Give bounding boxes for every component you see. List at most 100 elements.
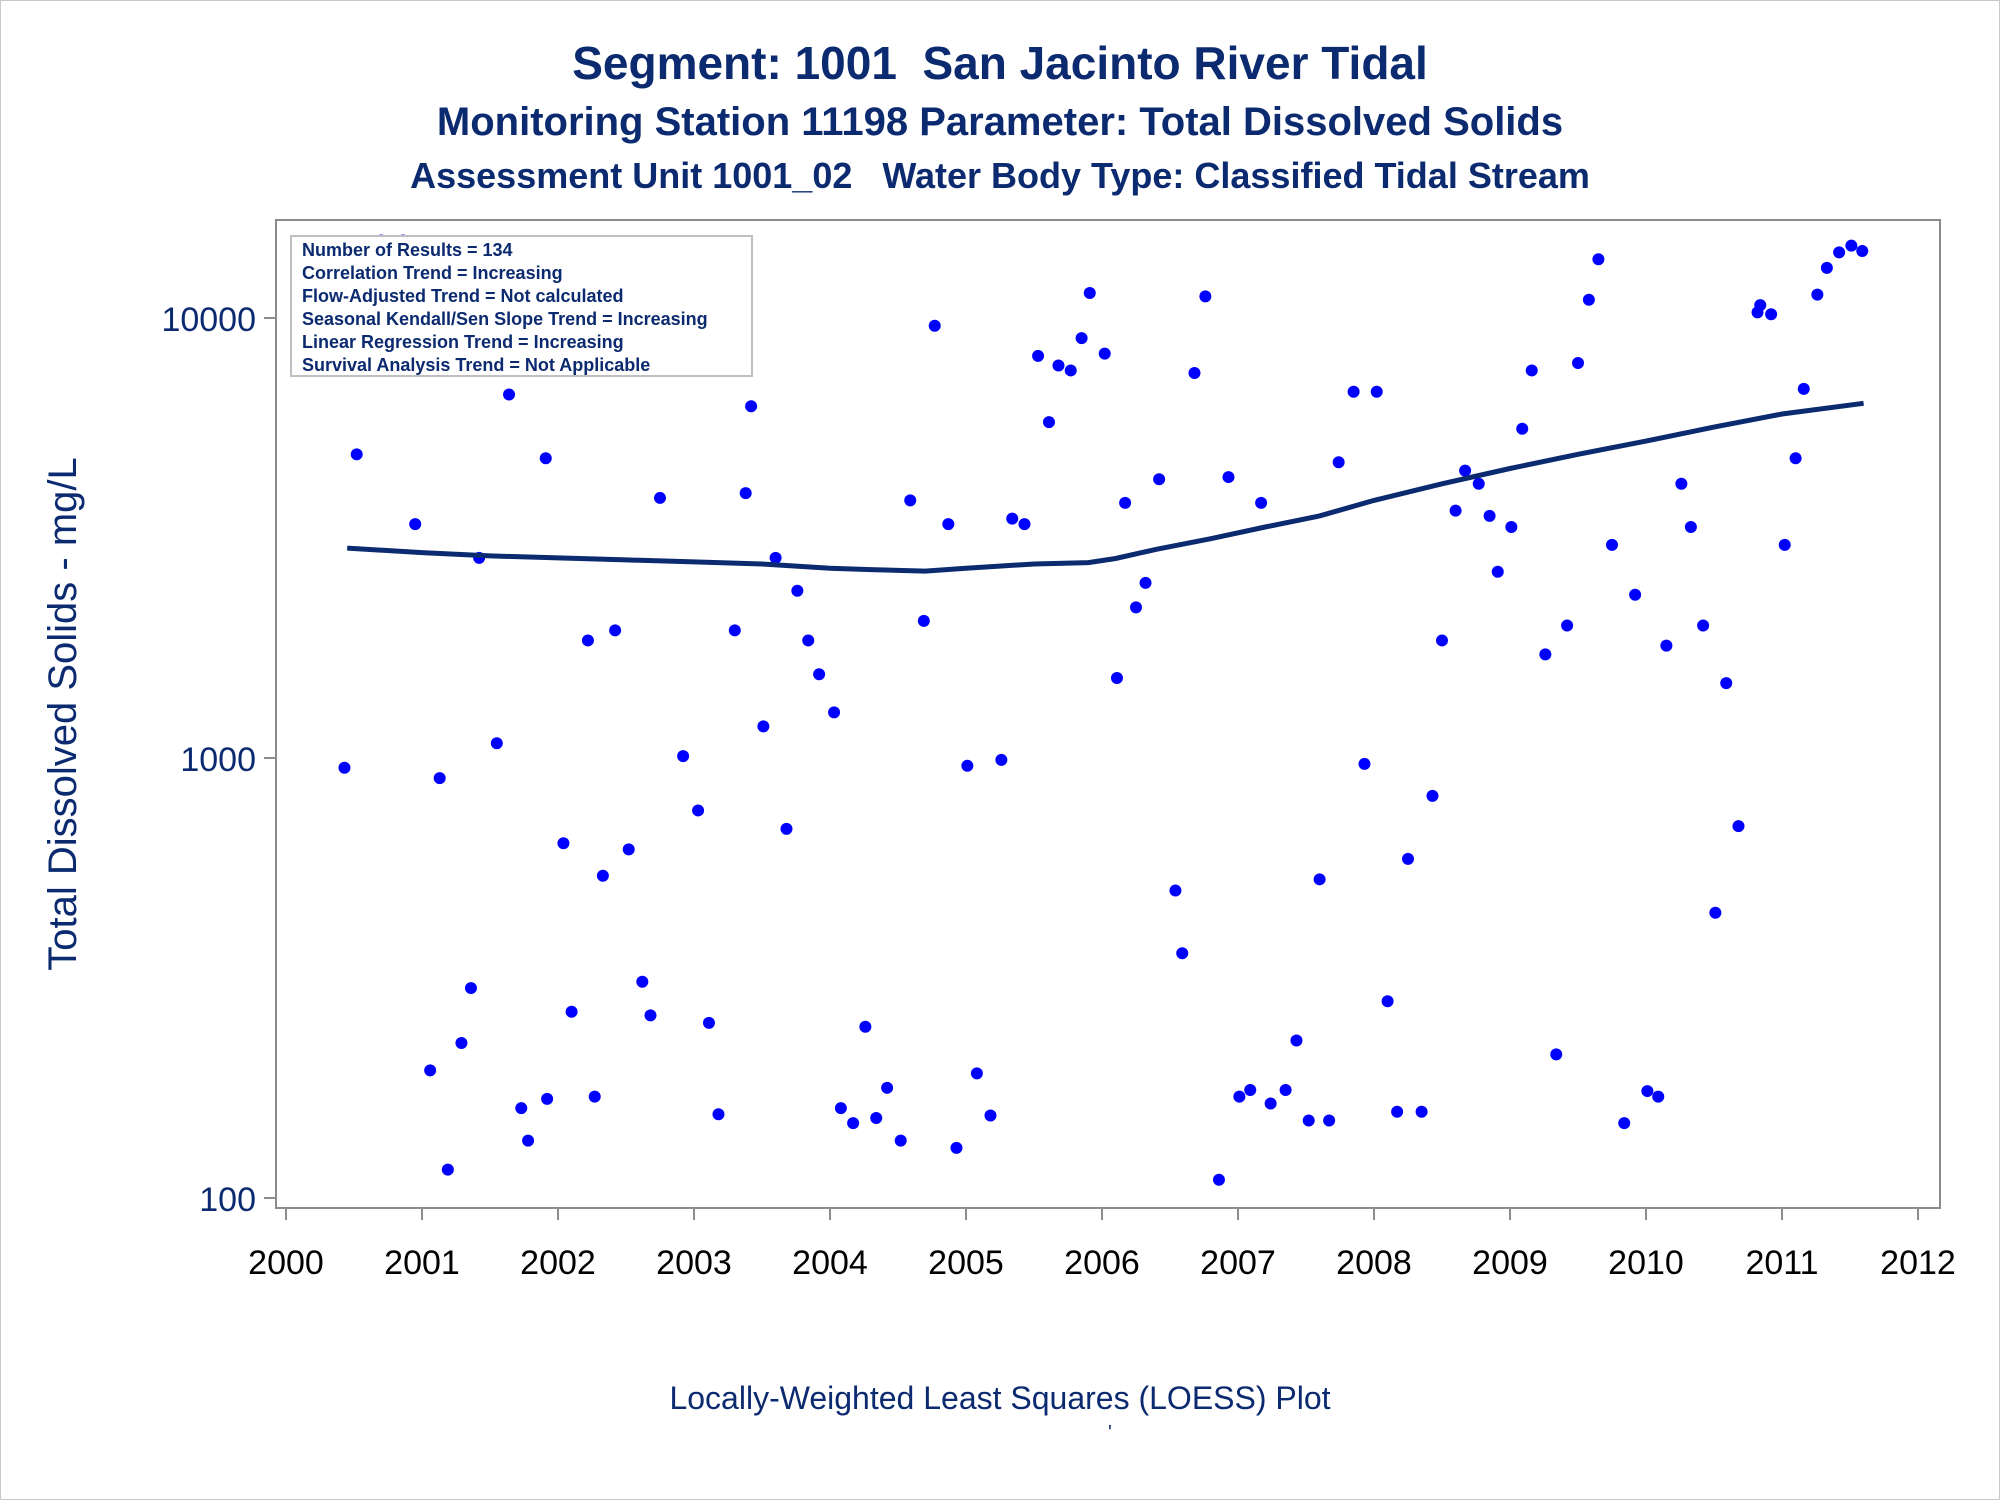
data-point <box>961 759 974 772</box>
data-point <box>745 400 758 413</box>
data-point <box>1402 852 1414 865</box>
data-point <box>904 494 917 507</box>
data-point <box>490 737 503 750</box>
data-point <box>1188 366 1201 379</box>
y-tick-label: 1000 <box>180 741 256 779</box>
data-point <box>1381 995 1394 1008</box>
data-point <box>1064 364 1077 377</box>
data-point <box>1347 385 1360 398</box>
data-point <box>769 551 782 564</box>
data-point <box>1415 1105 1428 1118</box>
data-point <box>1684 520 1697 533</box>
data-point <box>1426 789 1439 802</box>
loess-trend-line <box>347 400 1864 574</box>
data-point <box>503 388 516 401</box>
data-point <box>1153 473 1166 486</box>
data-point <box>1083 286 1096 299</box>
data-point <box>609 624 622 637</box>
x-tick-label: 2001 <box>384 1244 460 1282</box>
chart-subtitle-assessment: Assessment Unit 1001_02 Water Body Type:… <box>410 155 1590 196</box>
x-tick-label: 2003 <box>656 1244 732 1282</box>
data-point <box>1233 1090 1246 1103</box>
data-point <box>1290 1034 1303 1047</box>
data-point <box>1032 349 1045 362</box>
data-point <box>588 1090 601 1103</box>
data-point <box>1811 288 1824 301</box>
data-point <box>557 837 570 850</box>
data-point <box>928 319 941 332</box>
data-point <box>455 1037 468 1050</box>
data-point <box>984 1109 997 1122</box>
data-point <box>350 448 363 461</box>
data-point <box>1797 382 1810 395</box>
chart-title: Segment: 1001 San Jacinto River Tidal <box>572 37 1428 89</box>
data-point <box>654 491 666 504</box>
data-point <box>692 804 705 817</box>
data-point <box>942 518 955 531</box>
data-point <box>847 1117 860 1130</box>
data-point <box>702 1016 715 1029</box>
data-point <box>409 518 422 531</box>
data-point <box>644 1009 657 1022</box>
data-point <box>636 975 649 988</box>
data-point <box>1018 518 1031 531</box>
data-point <box>1629 588 1642 601</box>
data-point <box>677 750 690 763</box>
y-tick-label: 10000 <box>161 301 256 339</box>
data-point <box>757 720 770 733</box>
y-axis-label: Total Dissolved Solids - mg/L <box>41 457 85 971</box>
data-point <box>739 487 752 500</box>
data-point <box>1176 947 1189 960</box>
stats-box-line: Seasonal Kendall/Sen Slope Trend = Incre… <box>302 309 708 329</box>
data-point <box>1130 601 1142 614</box>
x-tick-label: 2006 <box>1064 1244 1140 1282</box>
data-point <box>1765 308 1778 321</box>
x-tick-label: 2005 <box>928 1244 1004 1282</box>
data-point <box>1505 520 1518 533</box>
data-point <box>1302 1114 1315 1127</box>
data-point <box>1279 1083 1292 1096</box>
data-point <box>1709 906 1722 919</box>
data-point <box>881 1081 894 1094</box>
data-point <box>870 1111 883 1124</box>
data-point <box>1449 504 1462 517</box>
y-axis: 100 1000 10000 <box>161 220 277 1219</box>
data-point <box>1516 422 1529 435</box>
x-tick-label: 2012 <box>1880 1244 1956 1282</box>
data-point <box>1652 1090 1665 1103</box>
data-point <box>1313 873 1326 886</box>
data-point <box>813 668 826 681</box>
data-point <box>338 761 351 774</box>
data-point <box>1606 538 1618 551</box>
data-point <box>1789 452 1802 465</box>
x-tick-label: 2011 <box>1745 1244 1818 1282</box>
data-point <box>995 753 1008 766</box>
data-point <box>1754 299 1767 312</box>
data-point <box>828 706 841 719</box>
stats-box-line: Linear Regression Trend = Increasing <box>302 332 624 352</box>
footnote: Locally-Weighted Least Squares (LOESS) P… <box>669 1380 1331 1416</box>
data-point <box>1391 1105 1404 1118</box>
data-point <box>1845 239 1858 252</box>
data-point <box>1732 820 1745 833</box>
data-point <box>1332 456 1345 469</box>
data-point <box>1550 1048 1563 1061</box>
data-point <box>1582 293 1595 306</box>
data-point <box>1525 364 1538 377</box>
data-point <box>791 584 804 597</box>
data-point <box>712 1108 725 1121</box>
data-point <box>834 1102 847 1115</box>
x-tick-label: 2004 <box>792 1244 868 1282</box>
data-point <box>1006 512 1019 525</box>
data-point <box>970 1067 983 1080</box>
data-point <box>1323 1114 1336 1127</box>
data-point <box>1098 347 1111 360</box>
data-point <box>1491 565 1504 578</box>
data-point <box>1561 619 1574 632</box>
data-point <box>1139 576 1152 589</box>
stats-box-border <box>290 235 753 377</box>
data-point <box>515 1102 528 1115</box>
data-point <box>950 1141 963 1154</box>
data-point <box>1720 677 1733 690</box>
